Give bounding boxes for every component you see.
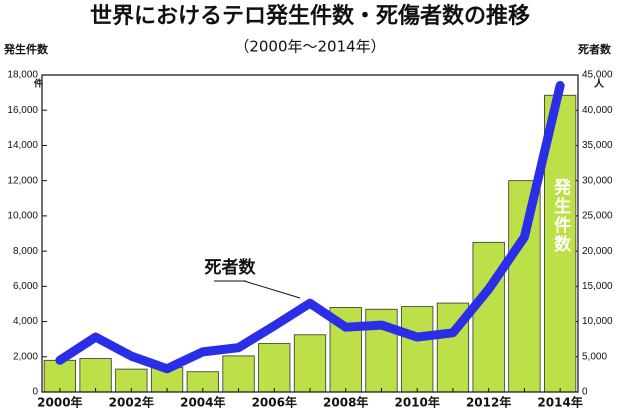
- chart-subtitle: （2000年〜2014年）: [234, 38, 385, 56]
- yticks-label: 6,000: [13, 281, 38, 292]
- y2-axis-label: 死者数: [578, 42, 612, 56]
- y2ticks-label: 15,000: [582, 281, 613, 292]
- line: [55, 81, 565, 374]
- yticks-label: 0: [32, 387, 38, 398]
- x-tick-label: 2002年: [109, 395, 154, 410]
- bar: [258, 343, 291, 393]
- y2ticks-label: 30,000: [582, 175, 613, 186]
- bar: [293, 334, 327, 393]
- x-tick-label: 2014年: [537, 395, 582, 410]
- y-axis-unit: 件: [34, 78, 43, 90]
- bar: [401, 306, 434, 393]
- yticks-label: 8,000: [13, 246, 38, 257]
- y2ticks-label: 10,000: [582, 316, 613, 327]
- yticks-label: 18,000: [7, 70, 38, 81]
- y2-axis-unit: 人: [594, 77, 605, 90]
- y2ticks-label: 25,000: [582, 211, 613, 222]
- bar: [79, 358, 112, 393]
- annotation-pointer: [243, 280, 301, 299]
- bar: [472, 241, 505, 393]
- bar: [222, 355, 255, 393]
- yticks-label: 12,000: [7, 175, 38, 186]
- y2ticks-label: 35,000: [582, 140, 613, 151]
- x-tick-label: 2004年: [180, 395, 225, 410]
- y-axis-label: 発生件数: [3, 42, 49, 56]
- y2ticks-label: 20,000: [582, 246, 613, 257]
- yticks-label: 10,000: [7, 211, 38, 222]
- yticks-label: 14,000: [7, 140, 38, 151]
- x-tick-label: 2012年: [466, 395, 511, 410]
- yticks-label: 4,000: [13, 316, 38, 327]
- y2ticks-label: 0: [582, 387, 588, 398]
- x-tick-label: 2000年: [37, 395, 82, 410]
- x-tick-label: 2006年: [252, 395, 297, 410]
- bar-legend-label: 発生件数: [550, 177, 572, 254]
- bar: [508, 180, 541, 393]
- bar: [43, 359, 76, 393]
- y2ticks-label: 40,000: [582, 105, 613, 116]
- line-legend-label: 死者数: [205, 257, 257, 278]
- chart-title: 世界におけるテロ発生件数・死傷者数の推移: [90, 3, 530, 29]
- y2ticks-label: 45,000: [582, 70, 613, 81]
- x-tick-label: 2008年: [323, 395, 368, 410]
- yticks-label: 16,000: [7, 105, 38, 116]
- yticks-label: 2,000: [13, 351, 38, 362]
- x-tick-label: 2010年: [394, 395, 439, 410]
- y2ticks-label: 5,000: [582, 351, 607, 362]
